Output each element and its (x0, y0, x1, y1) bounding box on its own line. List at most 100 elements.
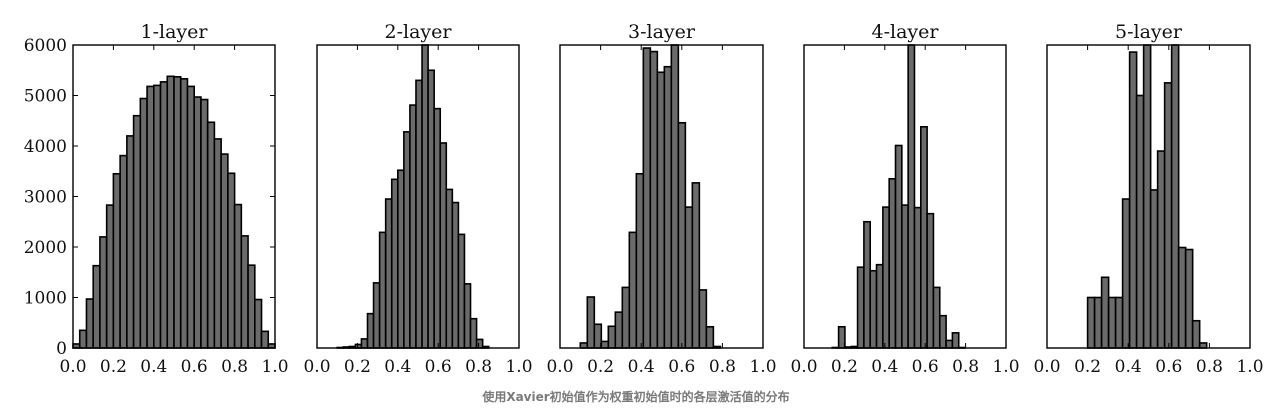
histogram-bar (166, 75, 175, 349)
histogram-panel-4: 4-layer 0.0 0.2 0.4 0.6 0.8 1.0 (790, 21, 1019, 377)
histogram-bar (698, 289, 708, 349)
histogram-bar (360, 338, 369, 349)
histogram-bar (670, 44, 680, 349)
histogram-bar (1177, 246, 1187, 349)
histogram-panel-5: 5-layer 0.0 0.2 0.4 0.6 0.8 1.0 (1033, 21, 1263, 377)
histogram-bar (1184, 248, 1194, 349)
histogram-bar (445, 188, 454, 349)
histogram-bar (635, 172, 645, 349)
histogram-bar (1170, 44, 1180, 349)
histogram-bar (607, 325, 617, 349)
histogram-bar (1198, 342, 1208, 349)
histogram-bar (1149, 189, 1159, 349)
x-tick-label: 0.8 (465, 357, 492, 377)
histogram-bar (159, 81, 169, 349)
histogram-bar (366, 312, 375, 349)
histogram-bar (907, 44, 916, 349)
histogram-bar (220, 153, 229, 349)
histogram-bar (427, 69, 435, 349)
histogram-bar (1163, 82, 1173, 349)
histogram-bar (213, 138, 222, 349)
panel-title: 4-layer (872, 21, 940, 43)
histogram-bar (384, 198, 393, 349)
x-tick-label: 0.6 (181, 357, 208, 377)
histogram-bar (78, 329, 88, 349)
x-tick-label: 0.2 (831, 357, 858, 377)
y-tick-label: 1000 (24, 289, 67, 309)
histogram-bar (173, 76, 182, 349)
histogram-bar (457, 233, 466, 349)
x-tick-label: 0.6 (912, 357, 939, 377)
histogram-bar (579, 342, 589, 349)
x-tick-label: 0.4 (384, 357, 411, 377)
histogram-bar (439, 142, 448, 349)
y-tick-label: 3000 (24, 188, 67, 208)
histogram-bar (621, 286, 631, 349)
histogram-bar (600, 340, 610, 349)
histogram-bar (186, 85, 196, 349)
histogram-bar (642, 47, 652, 349)
histogram-bar (875, 263, 884, 349)
histogram-bar (200, 98, 209, 349)
x-tick-label: 0.4 (628, 357, 655, 377)
histogram-bar (1128, 51, 1138, 349)
histogram-bar (372, 282, 381, 349)
histogram-bar (586, 296, 596, 349)
histogram-bar (913, 206, 922, 349)
histogram-bar (415, 79, 423, 349)
histogram-bar (193, 96, 202, 349)
histogram-bar (421, 44, 429, 349)
histogram-bar (378, 231, 387, 349)
histogram-panel-3: 3-layer 0.0 0.2 0.4 0.6 0.8 1.0 (546, 21, 776, 377)
histogram-bar (1191, 319, 1201, 349)
panel-title: 5-layer (1115, 21, 1183, 43)
histogram-bar (1135, 94, 1145, 349)
histogram-bar (105, 204, 115, 349)
histogram-bar (919, 126, 928, 349)
histogram-bar (112, 172, 121, 349)
histogram-bar (863, 220, 872, 349)
histogram-bar (463, 283, 472, 349)
histogram-bar (451, 201, 460, 349)
histogram-bar (409, 104, 417, 349)
histogram-bar (260, 330, 270, 349)
panel-title: 1-layer (141, 21, 209, 43)
histogram-bar (132, 114, 142, 349)
x-tick-label: 0.0 (546, 357, 573, 377)
x-tick-label: 0.2 (344, 357, 371, 377)
x-tick-label: 0.8 (952, 357, 979, 377)
histogram-bar (649, 50, 659, 349)
plot-frame (1046, 44, 1251, 349)
histogram-bar (684, 206, 694, 349)
histogram-bar (99, 236, 108, 349)
x-tick-label: 0.6 (668, 357, 695, 377)
x-tick-label: 0.0 (59, 357, 86, 377)
x-tick-label: 0.6 (425, 357, 452, 377)
histogram-panel-1: 1-layer 0.0 0.2 0.4 0.6 0.8 1.0 0 1000 2000 3000 40… (24, 21, 289, 377)
y-tick-label: 6000 (24, 36, 67, 56)
histogram-bar (396, 169, 405, 349)
x-tick-label: 0.4 (871, 357, 898, 377)
histogram-bar (869, 269, 878, 349)
figure-caption: 使用Xavier初始值作为权重初始值时的各层激活值的分布 (482, 390, 790, 404)
histogram-panel-2: 2-layer 0.0 0.2 0.4 0.6 0.8 1.0 (303, 21, 532, 377)
histogram-bar (1107, 296, 1117, 349)
histogram-bar (119, 154, 128, 349)
histogram-bar (656, 71, 666, 349)
histogram-bar (146, 85, 155, 349)
histogram-bar (677, 121, 687, 349)
histogram-bar (1142, 44, 1152, 349)
histogram-bar (254, 298, 263, 349)
histogram-bar (433, 107, 442, 349)
histogram-bar (153, 84, 162, 349)
histogram-bar (856, 266, 865, 349)
histogram-bar (926, 212, 935, 349)
x-tick-label: 0.2 (1074, 357, 1101, 377)
histogram-bar (945, 339, 954, 349)
histogram-bar (901, 204, 909, 349)
x-tick-label: 0.6 (1155, 357, 1182, 377)
x-tick-label: 1.0 (992, 357, 1019, 377)
histogram-bar (1156, 150, 1166, 349)
x-tick-label: 1.0 (749, 357, 776, 377)
